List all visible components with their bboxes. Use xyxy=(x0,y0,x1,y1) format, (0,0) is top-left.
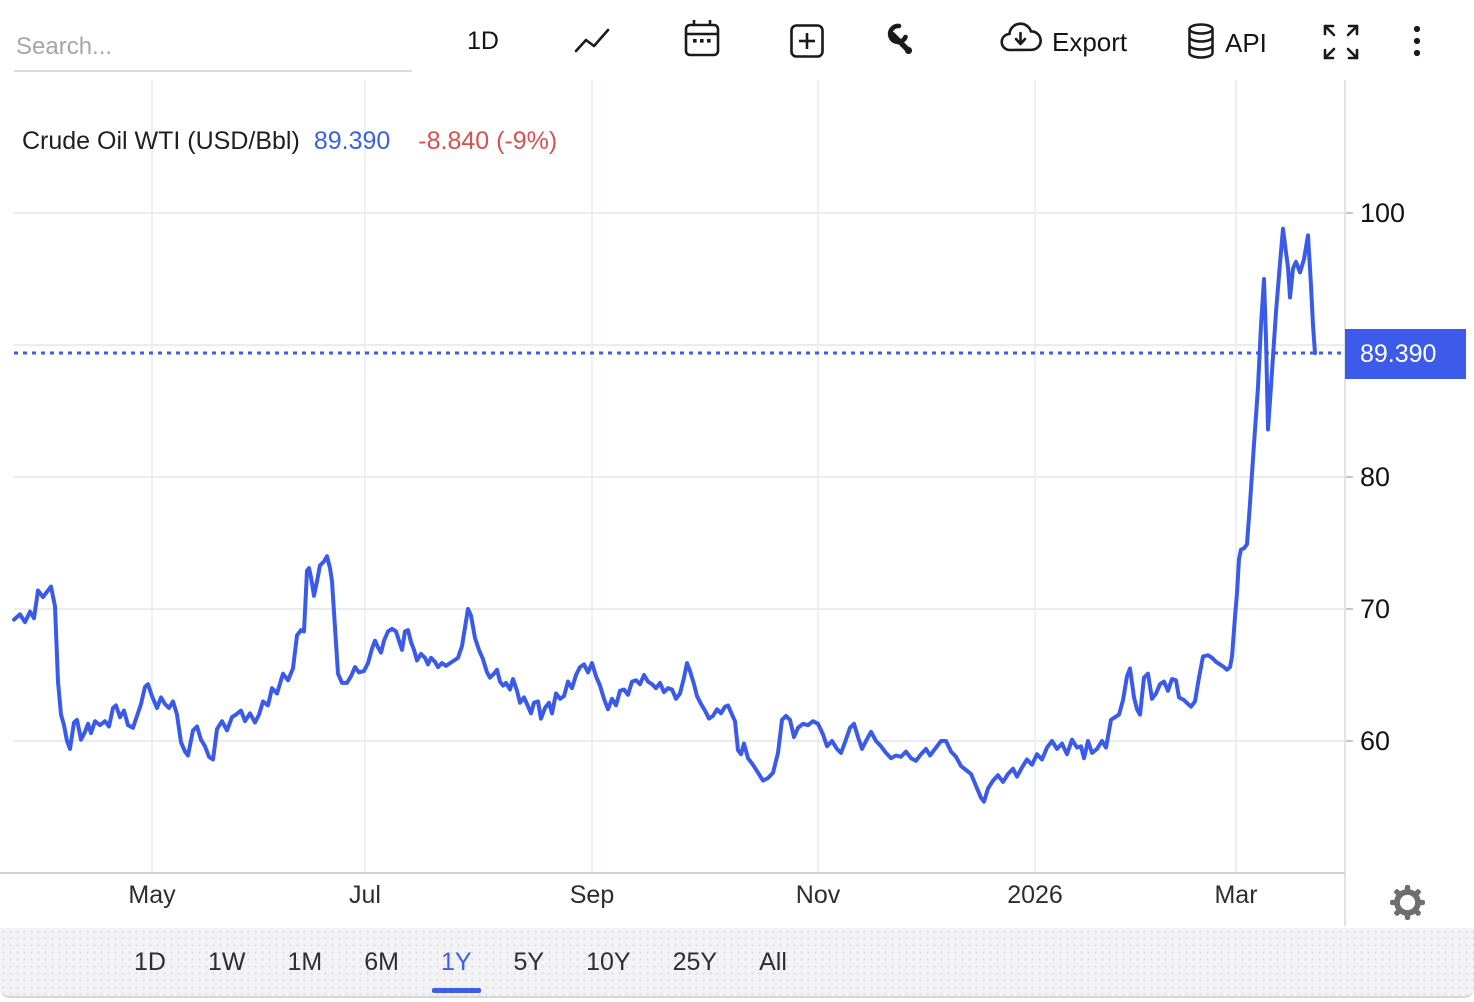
api-label: API xyxy=(1225,28,1267,58)
wrench-icon xyxy=(879,21,917,59)
kebab-menu-icon xyxy=(1408,22,1426,62)
y-axis-label: 100 xyxy=(1360,198,1405,228)
x-axis-label: 2026 xyxy=(1007,881,1063,909)
chart-header: Crude Oil WTI (USD/Bbl) 89.390 -8.840 (-9%… xyxy=(22,127,557,156)
interval-button[interactable]: 1D xyxy=(467,27,499,55)
y-axis-label: 80 xyxy=(1360,462,1390,492)
y-axis-label: 60 xyxy=(1360,726,1390,756)
fullscreen-expand-icon xyxy=(1320,21,1362,63)
x-axis-label: Mar xyxy=(1214,881,1257,909)
last-price: 89.390 xyxy=(313,127,391,155)
y-axis-label: 70 xyxy=(1360,594,1390,624)
price-change: -8.840 (-9%) xyxy=(418,127,558,155)
range-all[interactable]: All xyxy=(759,947,787,976)
range-1y[interactable]: 1Y xyxy=(432,928,481,996)
range-10y[interactable]: 10Y xyxy=(586,947,631,976)
range-1w[interactable]: 1W xyxy=(207,947,246,976)
range-1d[interactable]: 1D xyxy=(134,947,166,976)
calendar-icon xyxy=(683,17,721,61)
calendar-button[interactable] xyxy=(683,17,721,61)
tools-button[interactable] xyxy=(879,21,917,59)
x-axis-label: Nov xyxy=(796,881,841,909)
current-price-badge: 89.390 xyxy=(1345,329,1466,379)
x-axis-label: Sep xyxy=(570,881,614,909)
more-menu-button[interactable] xyxy=(1408,22,1426,62)
settings-button[interactable] xyxy=(1389,884,1426,926)
fullscreen-button[interactable] xyxy=(1320,21,1362,63)
range-6m[interactable]: 6M xyxy=(364,947,399,976)
gear-icon xyxy=(1389,885,1426,925)
api-button[interactable]: API xyxy=(1186,22,1267,65)
range-selector: 1D 1W 1M 6M 1Y 5Y 10Y 25Y All xyxy=(0,928,1474,998)
range-1m[interactable]: 1M xyxy=(287,947,323,976)
export-button[interactable]: Export xyxy=(999,22,1127,63)
x-axis-label: May xyxy=(128,881,176,909)
range-5y[interactable]: 5Y xyxy=(513,947,545,976)
add-icon xyxy=(789,23,825,59)
export-label: Export xyxy=(1052,27,1128,57)
api-database-icon xyxy=(1186,22,1216,65)
instrument-name: Crude Oil WTI (USD/Bbl) xyxy=(22,127,300,155)
export-cloud-icon xyxy=(999,22,1043,63)
compare-add-button[interactable] xyxy=(789,23,825,59)
search-input[interactable] xyxy=(14,24,412,72)
price-line xyxy=(12,226,1317,804)
x-axis-label: Jul xyxy=(349,881,381,909)
range-25y[interactable]: 25Y xyxy=(672,947,718,976)
line-chart-icon xyxy=(572,22,612,60)
chart-type-button[interactable] xyxy=(572,22,612,60)
